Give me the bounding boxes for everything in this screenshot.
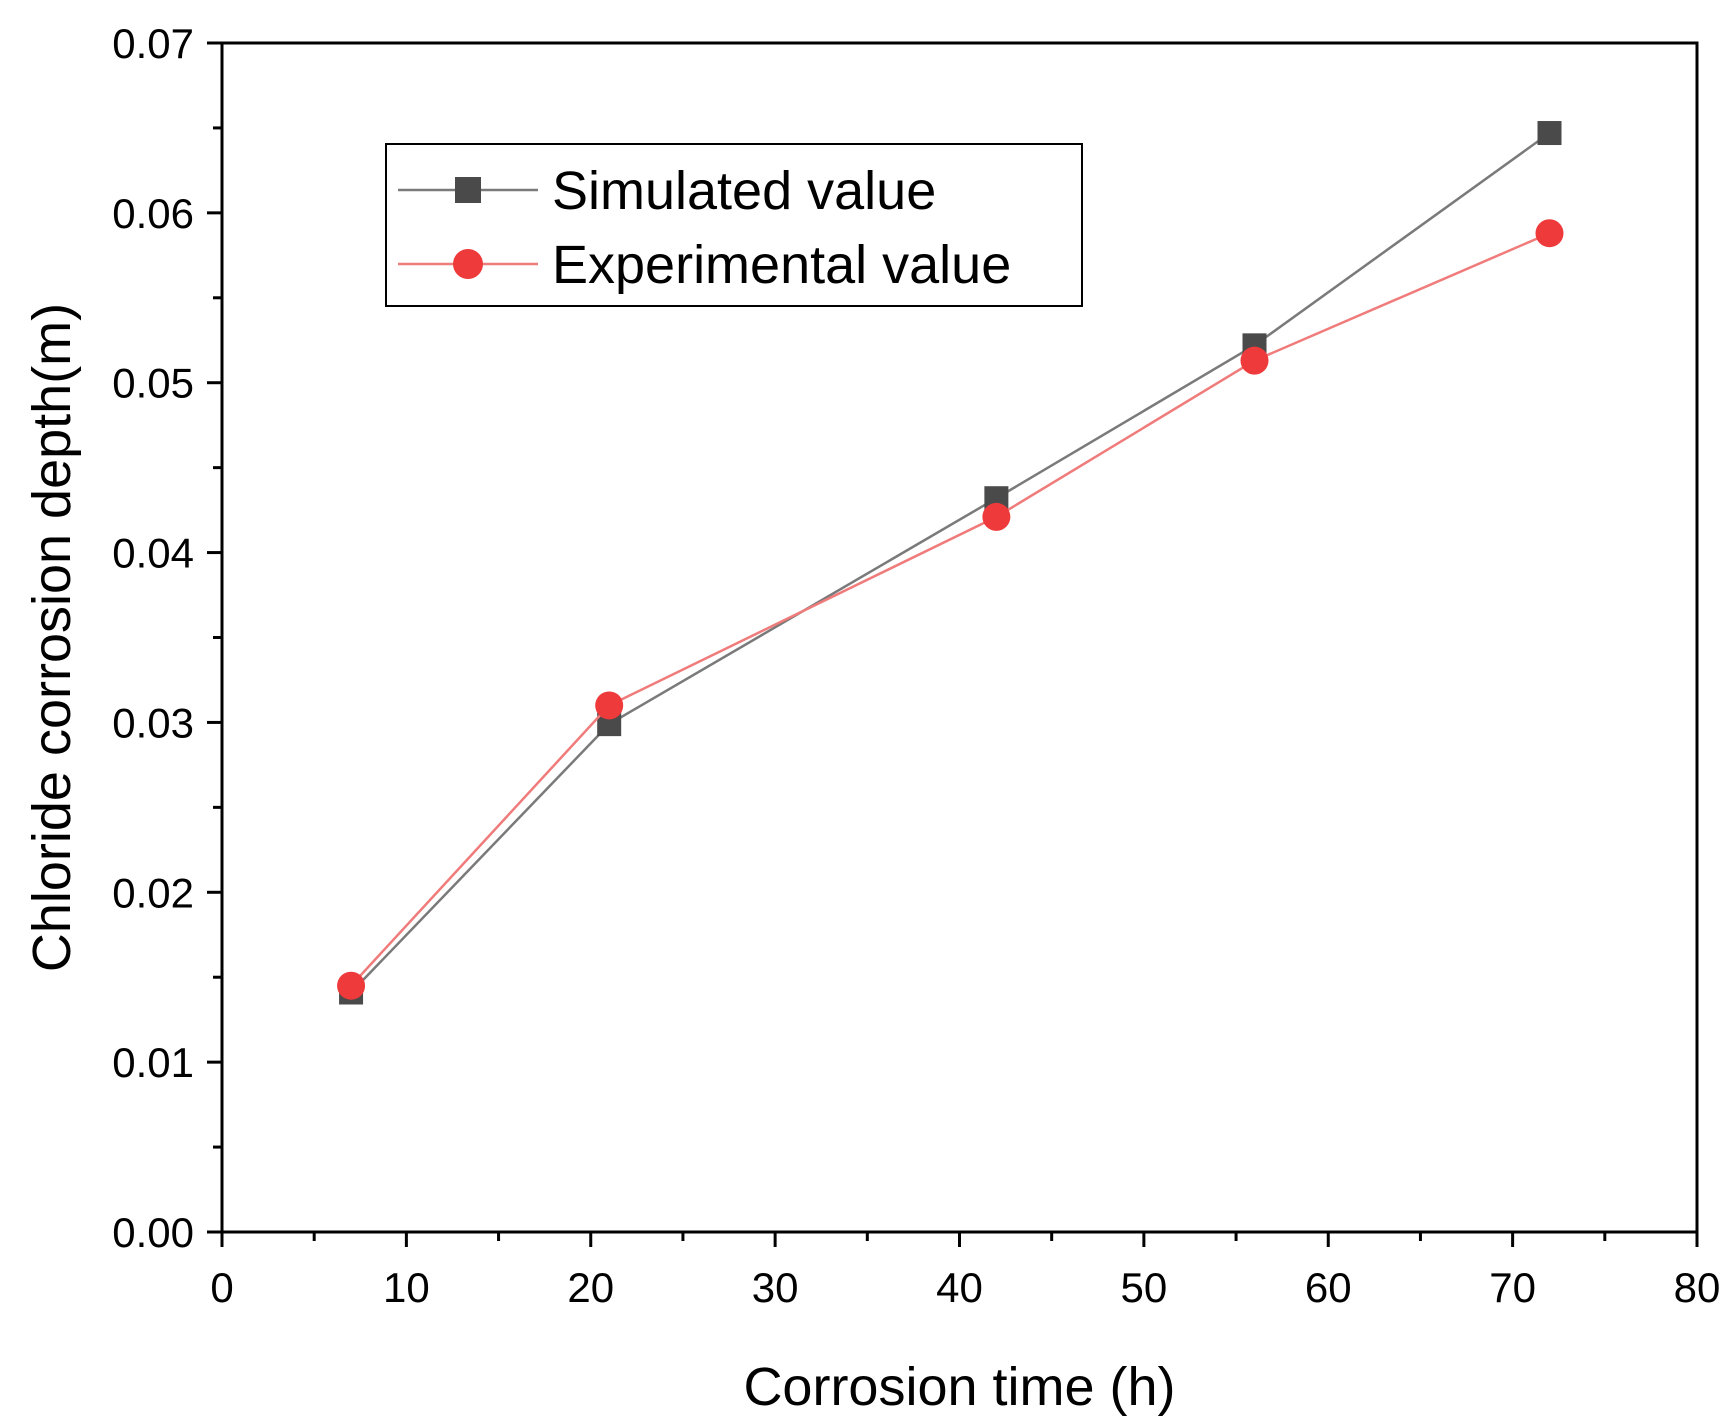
- y-tick-label: 0.02: [112, 869, 194, 916]
- plot-area: [337, 121, 1564, 1005]
- data-point-square: [455, 177, 481, 203]
- x-tick-label: 30: [752, 1264, 799, 1311]
- series-experimental: [337, 219, 1564, 1000]
- data-point-circle: [1240, 346, 1269, 375]
- legend-box: [385, 143, 1083, 307]
- data-point-square: [1537, 121, 1562, 146]
- series-line: [350, 232, 1550, 987]
- x-tick-label: 0: [210, 1264, 233, 1311]
- y-tick-label: 0.07: [112, 20, 194, 67]
- y-tick-label: 0.05: [112, 360, 194, 407]
- y-tick-label: 0.03: [112, 699, 194, 746]
- y-axis-title: Chloride corrosion depth(m): [22, 303, 82, 972]
- axes: 0 10 20 30 40 50 60 70 80 0.00 0.01 0.02 0.03 0.04 0.0…: [112, 20, 1720, 1311]
- y-tick-label: 0.06: [112, 190, 194, 237]
- data-point-circle: [453, 249, 483, 279]
- y-tick-label: 0.04: [112, 530, 194, 577]
- x-tick-label: 10: [383, 1264, 430, 1311]
- data-point-circle: [337, 971, 366, 1000]
- data-point-circle: [1535, 219, 1564, 248]
- legend-label: Experimental value: [552, 235, 1011, 295]
- data-point-circle: [595, 691, 624, 720]
- legend-label: Simulated value: [552, 161, 936, 221]
- x-tick-label: 60: [1305, 1264, 1352, 1311]
- x-tick-label: 40: [936, 1264, 983, 1311]
- legend: Simulated value Experimental value: [385, 143, 1083, 307]
- x-tick-label: 50: [1121, 1264, 1168, 1311]
- x-axis-title: Corrosion time (h): [743, 1357, 1175, 1417]
- y-tick-label: 0.01: [112, 1039, 194, 1086]
- x-tick-label: 20: [567, 1264, 614, 1311]
- x-tick-label: 70: [1489, 1264, 1536, 1311]
- x-tick-label: 80: [1674, 1264, 1721, 1311]
- data-point-circle: [982, 502, 1011, 531]
- y-tick-label: 0.00: [112, 1209, 194, 1256]
